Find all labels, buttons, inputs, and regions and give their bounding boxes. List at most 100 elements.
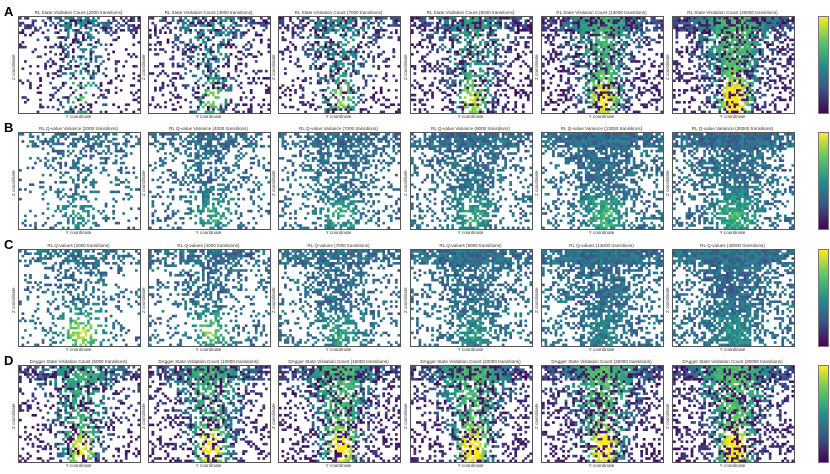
heatmap-cell [657, 26, 661, 30]
heatmap-cell [715, 79, 719, 82]
heatmap-cell [181, 41, 185, 44]
heatmap-cell [76, 41, 80, 44]
heatmap-cell [471, 101, 475, 104]
heatmap-cell [736, 45, 739, 49]
heatmap-cell [547, 62, 550, 66]
heatmap-cell [59, 101, 63, 104]
heatmap-cell [352, 45, 355, 49]
heatmap-cell [720, 98, 724, 102]
heatmap-cell [564, 108, 568, 111]
heatmap-cell [698, 108, 701, 111]
heatmap-cell [174, 86, 177, 90]
heatmap-cell [334, 60, 338, 63]
heatmap-cell [705, 98, 709, 102]
heatmap-cell [347, 89, 350, 92]
heatmap-cell [149, 48, 152, 51]
heatmap-cell [451, 89, 455, 92]
heatmap-cell [499, 65, 502, 68]
heatmap-cell [678, 26, 681, 30]
heatmap-cell [379, 17, 383, 20]
heatmap-cell [227, 43, 230, 46]
heatmap-cell [326, 21, 330, 25]
heatmap-cell [479, 98, 482, 102]
heatmap-cell [64, 53, 68, 56]
heatmap-cell [301, 96, 305, 99]
heatmap-cell [746, 57, 749, 61]
heatmap-plot [18, 16, 141, 114]
heatmap-cell [579, 36, 583, 39]
heatmap-cell [82, 67, 85, 70]
heatmap-cell [698, 67, 701, 70]
heatmap-cell [119, 149, 123, 153]
heatmap-cell [647, 29, 651, 32]
heatmap-cell [698, 55, 701, 58]
heatmap-cell [21, 31, 25, 34]
heatmap-cell [509, 21, 513, 25]
heatmap-cell [549, 53, 553, 56]
heatmap-cell [700, 33, 704, 37]
heatmap-cell [94, 65, 98, 68]
heatmap-cell [746, 89, 749, 92]
heatmap-cell [239, 19, 243, 22]
heatmap-cell [773, 81, 777, 85]
heatmap-cell [632, 77, 636, 80]
heatmap-cell [746, 91, 749, 94]
heatmap-cell [127, 24, 131, 27]
heatmap-cell [254, 55, 258, 58]
heatmap-cell [768, 86, 772, 90]
heatmap-cell [713, 43, 717, 46]
heatmap-cell [491, 24, 495, 27]
heatmap-cell [544, 29, 548, 32]
heatmap-cell [630, 103, 633, 106]
heatmap-cell [311, 57, 315, 61]
heatmap-cell [572, 67, 575, 70]
heatmap-cell [723, 29, 727, 32]
heatmap-cell [572, 43, 575, 46]
heatmap-cell [206, 86, 210, 90]
heatmap-cell [41, 147, 45, 150]
heatmap-cell [715, 69, 719, 73]
heatmap-cell [456, 53, 460, 56]
heatmap-cell [87, 140, 90, 143]
heatmap-cell [456, 67, 460, 70]
heatmap-cell [397, 19, 400, 22]
heatmap-cell [471, 105, 475, 109]
heatmap-cell [423, 29, 427, 32]
heatmap-cell [357, 29, 360, 32]
heatmap-cell [29, 140, 32, 143]
heatmap-cell [51, 60, 55, 63]
heatmap-cell [99, 62, 103, 66]
heatmap-cell [484, 96, 487, 99]
heatmap-cell [516, 17, 520, 20]
heatmap-cell [725, 62, 729, 66]
heatmap-cell [428, 33, 432, 37]
heatmap-cell [448, 86, 452, 90]
heatmap-cell [708, 29, 712, 32]
heatmap-cell [154, 26, 157, 30]
heatmap-cell [524, 93, 528, 97]
heatmap-cell [384, 72, 388, 75]
heatmap-cell [584, 101, 588, 104]
heatmap-cell [547, 33, 550, 37]
heatmap-cell [753, 101, 757, 104]
heatmap-cell [549, 57, 553, 61]
heatmap-cell [728, 43, 732, 46]
heatmap-cell [181, 53, 185, 56]
heatmap-cell [214, 86, 218, 90]
heatmap-cell [720, 41, 724, 44]
heatmap-cell [491, 105, 495, 109]
heatmap-cell [331, 21, 335, 25]
heatmap-cell [768, 21, 772, 25]
heatmap-cell [458, 60, 462, 63]
heatmap-cell [374, 41, 378, 44]
heatmap-cell [311, 62, 315, 66]
heatmap-cell [695, 45, 699, 49]
heatmap-cell [627, 43, 631, 46]
heatmap-cell [314, 93, 318, 97]
heatmap-cell [751, 110, 754, 113]
heatmap-cell [476, 29, 480, 32]
heatmap-cell [104, 31, 108, 34]
heatmap-cell [748, 65, 752, 68]
heatmap-cell [605, 67, 608, 70]
panel-title: RL State Visitation Count (2000 transiti… [18, 10, 139, 15]
